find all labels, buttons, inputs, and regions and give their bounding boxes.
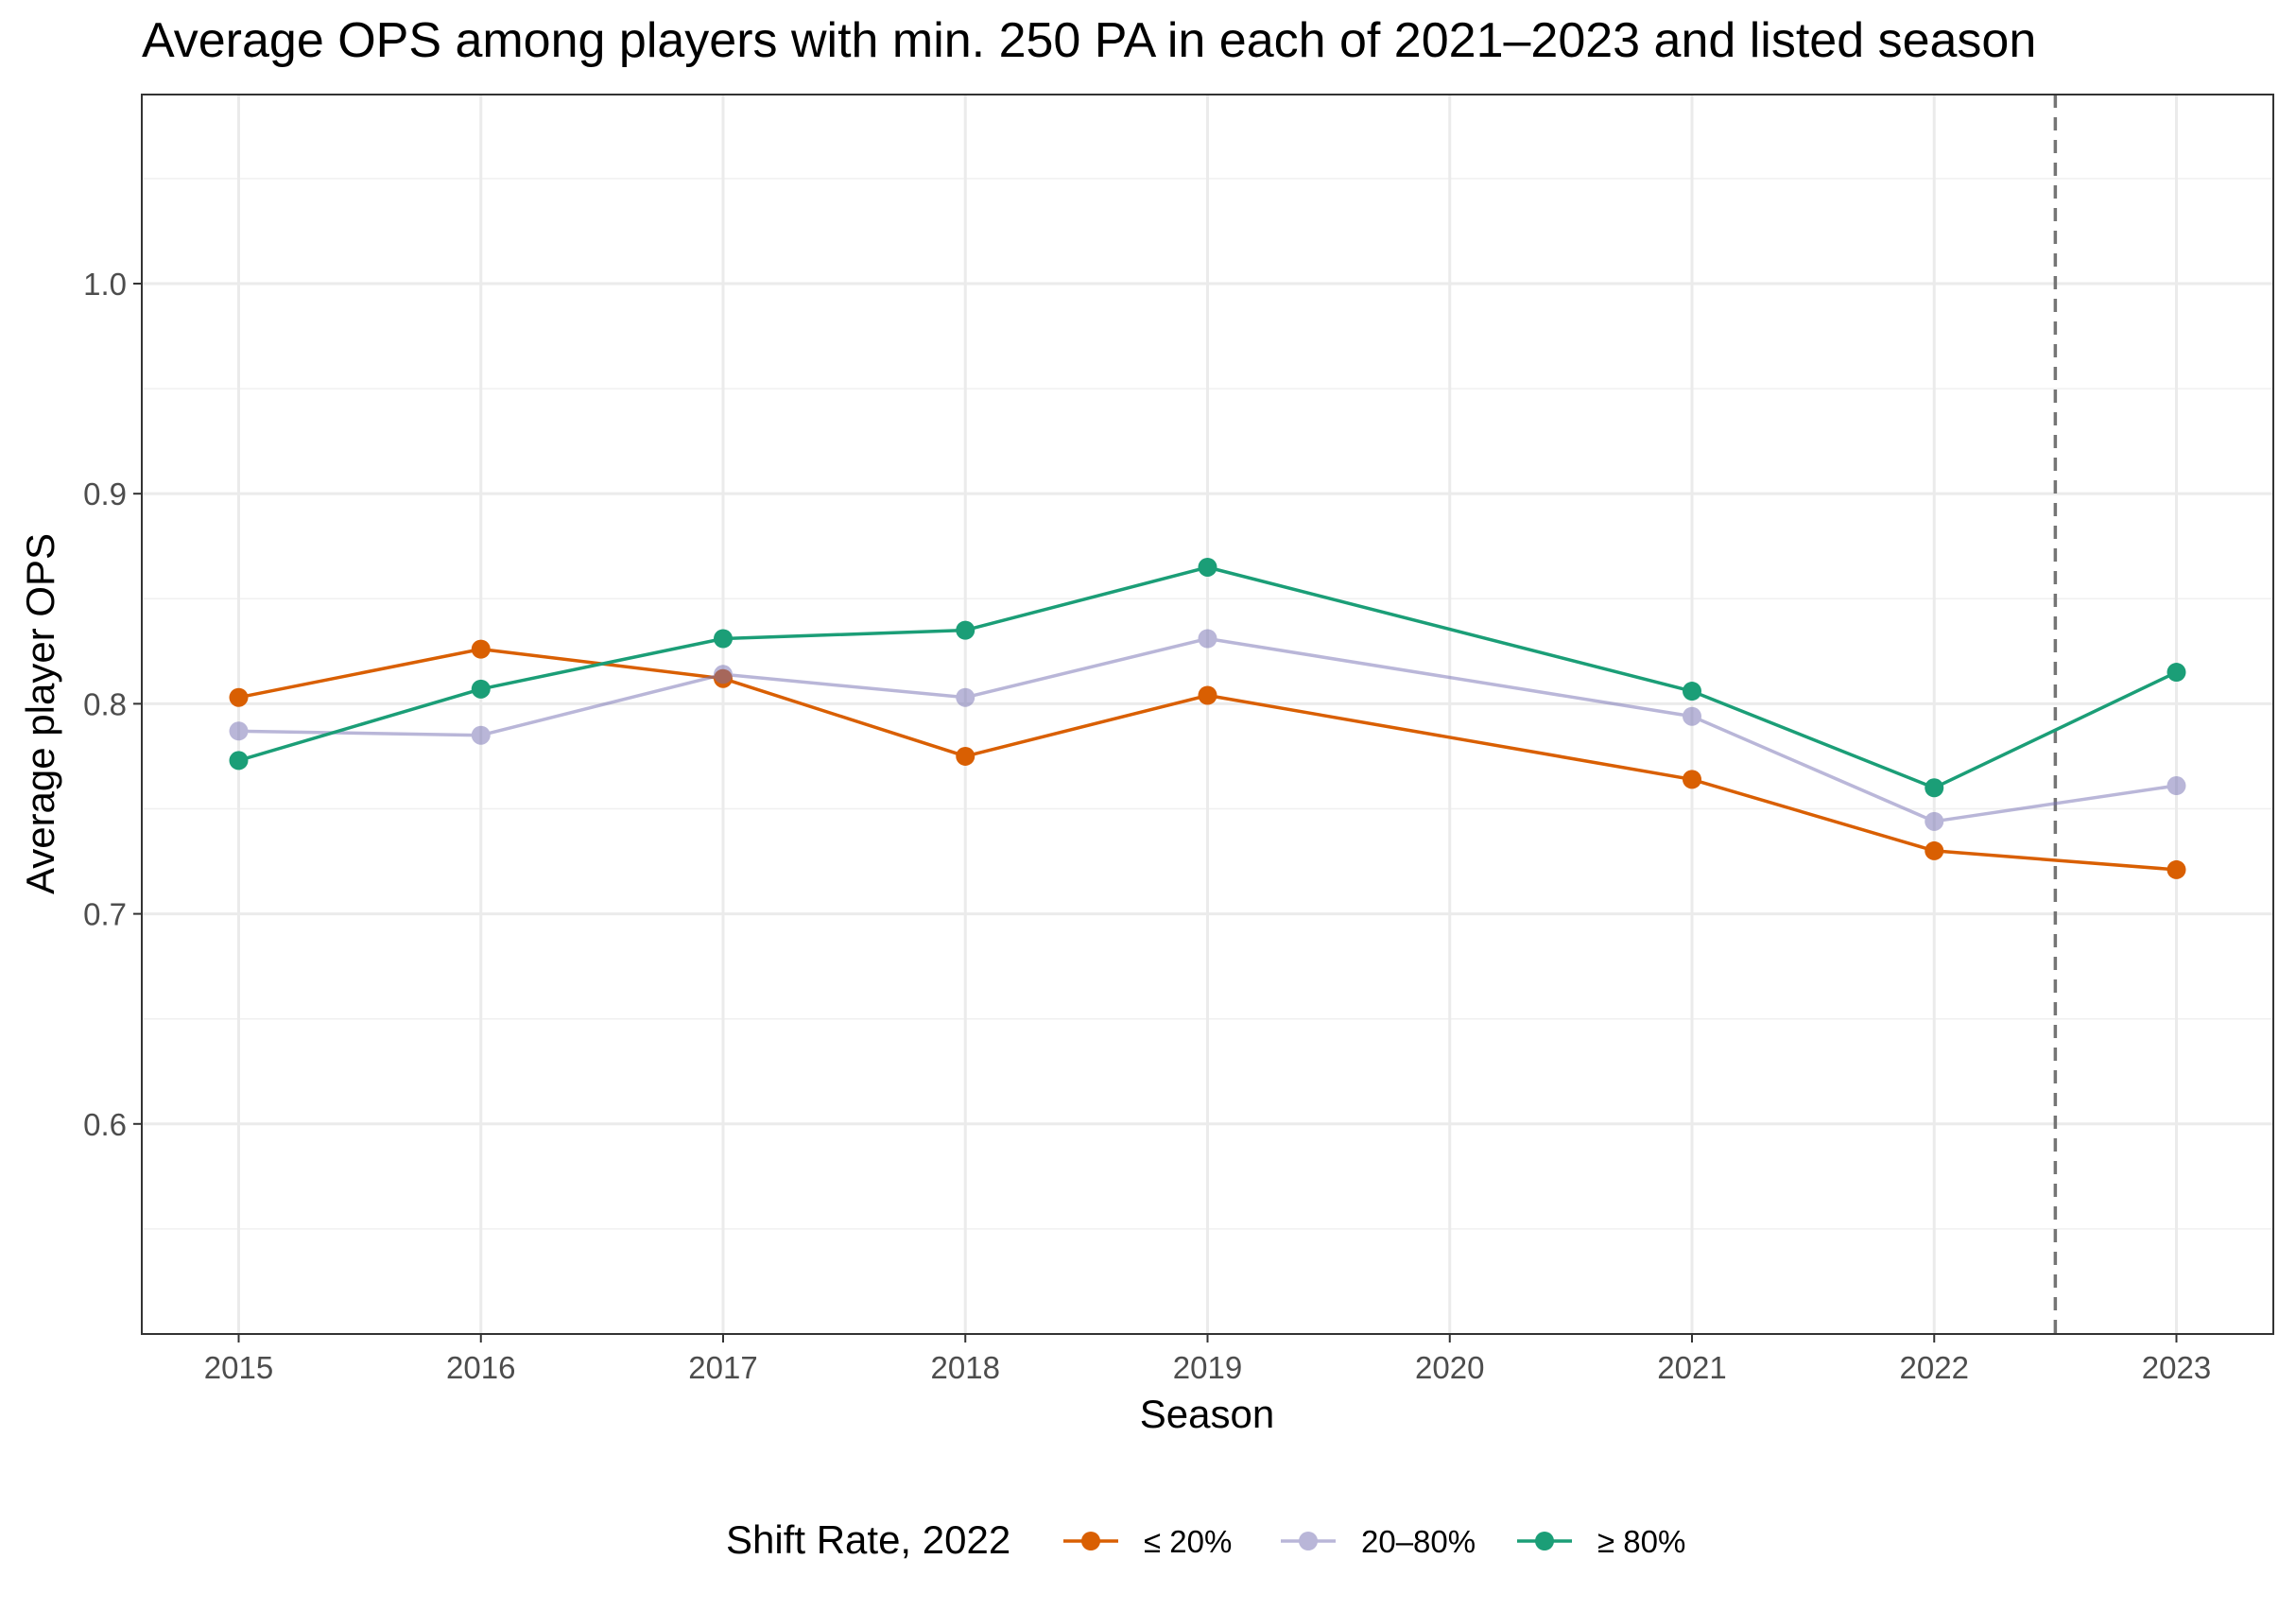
data-point <box>471 679 491 699</box>
legend-key <box>1517 1532 1572 1550</box>
y-tick-label: 0.6 <box>83 1107 127 1142</box>
data-point <box>714 629 733 649</box>
data-point <box>229 687 249 707</box>
series-line <box>238 636 2177 823</box>
data-point <box>2167 859 2186 879</box>
data-point <box>1198 629 1217 649</box>
series-group <box>229 629 2186 831</box>
data-point <box>956 620 975 640</box>
series-line <box>238 647 2177 872</box>
data-point <box>1925 840 1944 860</box>
data-point <box>2167 776 2186 796</box>
data-point <box>1925 811 1944 831</box>
data-point <box>471 639 491 659</box>
x-tick-label: 2023 <box>2142 1350 2211 1385</box>
legend-items: ≤ 20% 20–80% ≥ 80% <box>1063 1524 1685 1559</box>
x-tick-label: 2022 <box>1900 1350 1969 1385</box>
x-tick-label: 2019 <box>1173 1350 1242 1385</box>
legend-label: ≥ 80% <box>1597 1524 1685 1559</box>
data-point <box>956 687 975 707</box>
data-point <box>1683 706 1701 726</box>
data-point <box>956 746 975 766</box>
legend-key-point <box>1299 1532 1318 1550</box>
y-tick-label: 0.9 <box>83 476 127 511</box>
legend-key-point <box>1535 1532 1554 1550</box>
data-point <box>1198 685 1217 705</box>
legend-key <box>1281 1532 1336 1550</box>
axis-ticks: 0.6 0.7 0.8 0.9 1.0 2015 2016 2017 2018 2019 2020 2… <box>83 267 2211 1385</box>
x-tick-label: 2018 <box>931 1350 1000 1385</box>
data-point <box>2167 663 2186 683</box>
series-line <box>238 565 2178 790</box>
x-axis-title: Season <box>1140 1392 1274 1436</box>
x-tick-label: 2021 <box>1657 1350 1726 1385</box>
data-point <box>471 725 491 745</box>
legend-label: 20–80% <box>1361 1524 1476 1559</box>
data-point <box>714 665 733 684</box>
data-point <box>229 721 249 741</box>
legend-key-point <box>1081 1532 1100 1550</box>
legend-title: Shift Rate, 2022 <box>726 1517 1010 1562</box>
y-tick-label: 0.7 <box>83 897 127 932</box>
legend-key <box>1063 1532 1118 1550</box>
data-point <box>1925 778 1944 798</box>
x-tick-label: 2020 <box>1415 1350 1484 1385</box>
chart-title: Average OPS among players with min. 250 … <box>142 13 2036 68</box>
x-tick-label: 2017 <box>688 1350 757 1385</box>
x-tick-label: 2015 <box>204 1350 273 1385</box>
x-tick-label: 2016 <box>446 1350 515 1385</box>
data-point <box>229 751 249 771</box>
grid-lines <box>142 95 2273 1334</box>
legend: Shift Rate, 2022 ≤ 20% 20–80% ≥ 80% <box>726 1517 1685 1562</box>
series-group <box>229 557 2186 798</box>
y-tick-label: 0.8 <box>83 686 127 721</box>
legend-label: ≤ 20% <box>1144 1524 1232 1559</box>
data-point <box>1683 770 1701 789</box>
series-layer <box>229 557 2186 879</box>
data-point <box>1198 557 1217 577</box>
data-point <box>1683 682 1701 702</box>
y-axis-title: Average player OPS <box>18 533 62 894</box>
y-tick-label: 1.0 <box>83 267 127 302</box>
